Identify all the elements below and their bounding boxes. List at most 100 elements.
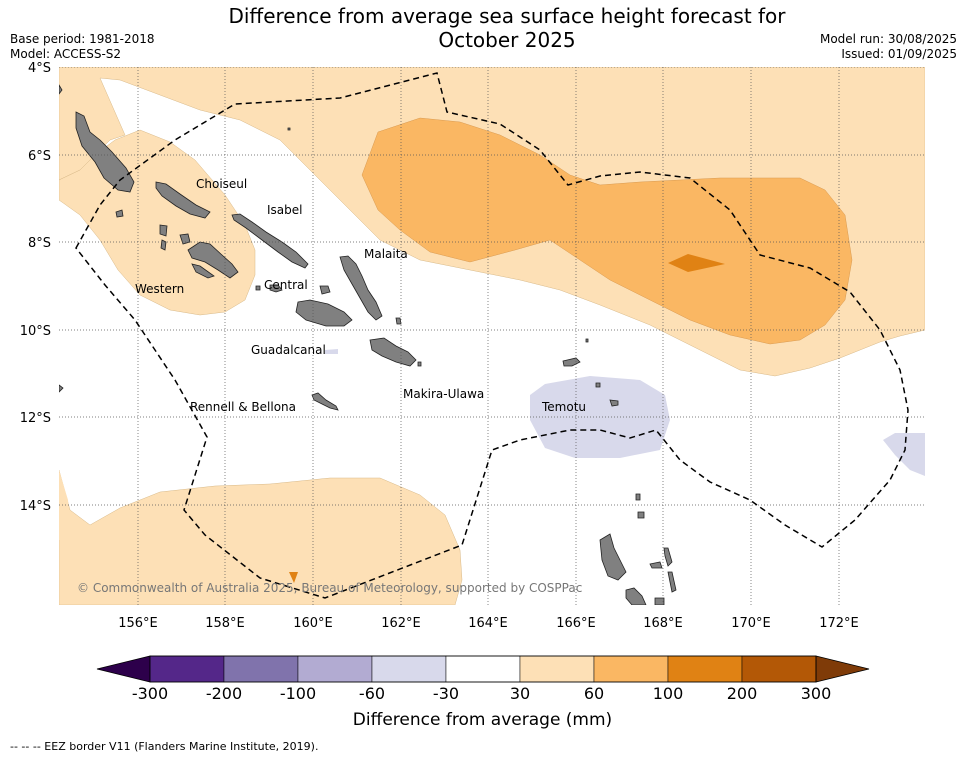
colorbar-cell xyxy=(371,655,447,683)
colorbar-tick-label: 60 xyxy=(584,684,604,700)
colorbar-cell xyxy=(667,655,743,683)
island-russell xyxy=(255,285,261,291)
island-small-malaita xyxy=(395,317,402,325)
anomaly-region-30-60-south xyxy=(59,469,463,605)
colorbar-frame xyxy=(149,655,817,683)
base-period: Base period: 1981-2018 xyxy=(10,32,155,46)
colorbar-cell xyxy=(519,655,595,683)
colorbar-cell xyxy=(223,655,299,683)
title-line-2: October 2025 xyxy=(438,28,576,52)
chart-title: Difference from average sea surface heig… xyxy=(0,4,965,52)
lat-label-12s: 12°S xyxy=(20,411,51,426)
island-espiritu-santo xyxy=(599,533,627,581)
island-makira xyxy=(369,337,417,367)
island-choiseul xyxy=(155,181,211,219)
lat-label-10s: 10°S xyxy=(20,324,51,339)
eez-border xyxy=(75,72,909,599)
grid-lines xyxy=(59,67,925,605)
colorbar-tick-labels: -300 -200 -100 -60 -30 30 60 100 200 300 xyxy=(132,684,831,700)
label-temotu: Temotu xyxy=(541,400,586,414)
island-bougainville xyxy=(75,111,135,193)
label-rennell-bellona: Rennell & Bellona xyxy=(190,400,296,414)
lat-tick-labels: 4°S 6°S 8°S 10°S 12°S 14°S xyxy=(20,61,51,514)
label-malaita: Malaita xyxy=(364,247,408,261)
copyright-text: © Commonwealth of Australia 2025, Bureau… xyxy=(77,581,582,595)
colorbar-tick-label: -100 xyxy=(280,684,316,700)
colorbar-cell xyxy=(149,655,225,683)
colorbar-tick-label: -30 xyxy=(433,684,459,700)
anomaly-region-60-100 xyxy=(361,117,853,345)
island-rendova xyxy=(191,263,215,279)
province-labels: Choiseul Isabel Malaita Western Central … xyxy=(135,177,586,414)
anomaly-region-neg30-neg60-east xyxy=(883,433,925,476)
colorbar-under-triangle xyxy=(96,655,151,683)
island-ranongga xyxy=(160,239,167,251)
label-guadalcanal: Guadalcanal xyxy=(251,343,326,357)
colorbar: -300 -200 -100 -60 -30 30 60 100 200 300 xyxy=(96,655,870,700)
island-malaita xyxy=(339,255,383,321)
lon-label-168e: 168°E xyxy=(643,616,683,631)
colorbar-cell xyxy=(593,655,669,683)
label-makira-ulawa: Makira-Ulawa xyxy=(403,387,484,401)
colorbar-label: Difference from average (mm) xyxy=(352,710,613,730)
island-maewo xyxy=(663,547,673,567)
colorbar-over-triangle xyxy=(815,655,870,683)
lon-label-172e: 172°E xyxy=(819,616,859,631)
island-ontong-java xyxy=(287,127,291,131)
colorbar-cells xyxy=(149,655,817,683)
island-png-edge xyxy=(59,84,63,95)
island-reef-islands xyxy=(585,338,589,343)
island-kolombangara xyxy=(179,233,191,245)
colorbar-cell xyxy=(741,655,817,683)
island-new-georgia xyxy=(187,241,239,279)
lon-label-166e: 166°E xyxy=(556,616,596,631)
island-tinakula xyxy=(595,382,601,388)
colorbar-tick-label: 100 xyxy=(653,684,684,700)
lon-label-164e: 164°E xyxy=(468,616,508,631)
island-banks xyxy=(637,511,645,519)
island-pentecost xyxy=(667,571,677,593)
anomaly-region-100-200-small xyxy=(289,572,298,583)
eez-footnote: -- -- -- EEZ border V11 (Flanders Marine… xyxy=(10,740,319,753)
island-guadalcanal xyxy=(295,299,353,327)
island-torres xyxy=(635,493,641,501)
colorbar-cell xyxy=(445,655,521,683)
island-west-edge xyxy=(59,384,64,393)
label-central: Central xyxy=(264,278,308,292)
model-name: Model: ACCESS-S2 xyxy=(10,47,122,61)
label-isabel: Isabel xyxy=(267,203,302,217)
island-shortland xyxy=(115,209,124,218)
title-line-1: Difference from average sea surface heig… xyxy=(228,4,786,28)
colorbar-tick-label: 30 xyxy=(510,684,530,700)
lon-label-156e: 156°E xyxy=(118,616,158,631)
label-choiseul: Choiseul xyxy=(196,177,247,191)
issued-date: Issued: 01/09/2025 xyxy=(841,47,957,61)
lat-label-6s: 6°S xyxy=(28,149,51,164)
island-isabel xyxy=(231,213,309,269)
model-run: Model run: 30/08/2025 xyxy=(819,32,957,46)
lat-label-4s: 4°S xyxy=(28,61,51,76)
island-ambrym xyxy=(654,597,665,605)
island-ngella xyxy=(269,284,283,293)
island-vella-lavella xyxy=(159,224,168,237)
land-masses xyxy=(59,84,677,605)
map: Choiseul Isabel Malaita Western Central … xyxy=(20,61,925,700)
lon-label-160e: 160°E xyxy=(293,616,333,631)
island-santa-ana xyxy=(417,361,422,367)
colorbar-tick-label: -300 xyxy=(132,684,168,700)
colorbar-tick-label: 300 xyxy=(801,684,832,700)
colorbar-tick-label: -60 xyxy=(359,684,385,700)
lon-tick-labels: 156°E 158°E 160°E 162°E 164°E 166°E 168°… xyxy=(118,616,859,631)
island-ambae xyxy=(649,561,663,569)
colorbar-cell xyxy=(297,655,373,683)
island-vanikoro xyxy=(609,399,619,407)
anomaly-region-neg30-neg60-small xyxy=(325,349,338,354)
lon-label-170e: 170°E xyxy=(731,616,771,631)
island-savo xyxy=(319,285,331,295)
lat-label-14s: 14°S xyxy=(20,499,51,514)
label-western: Western xyxy=(135,282,184,296)
island-malekula xyxy=(625,587,647,605)
colorbar-tick-label: 200 xyxy=(727,684,758,700)
anomaly-region-100-200 xyxy=(668,254,725,272)
lat-label-8s: 8°S xyxy=(28,236,51,251)
